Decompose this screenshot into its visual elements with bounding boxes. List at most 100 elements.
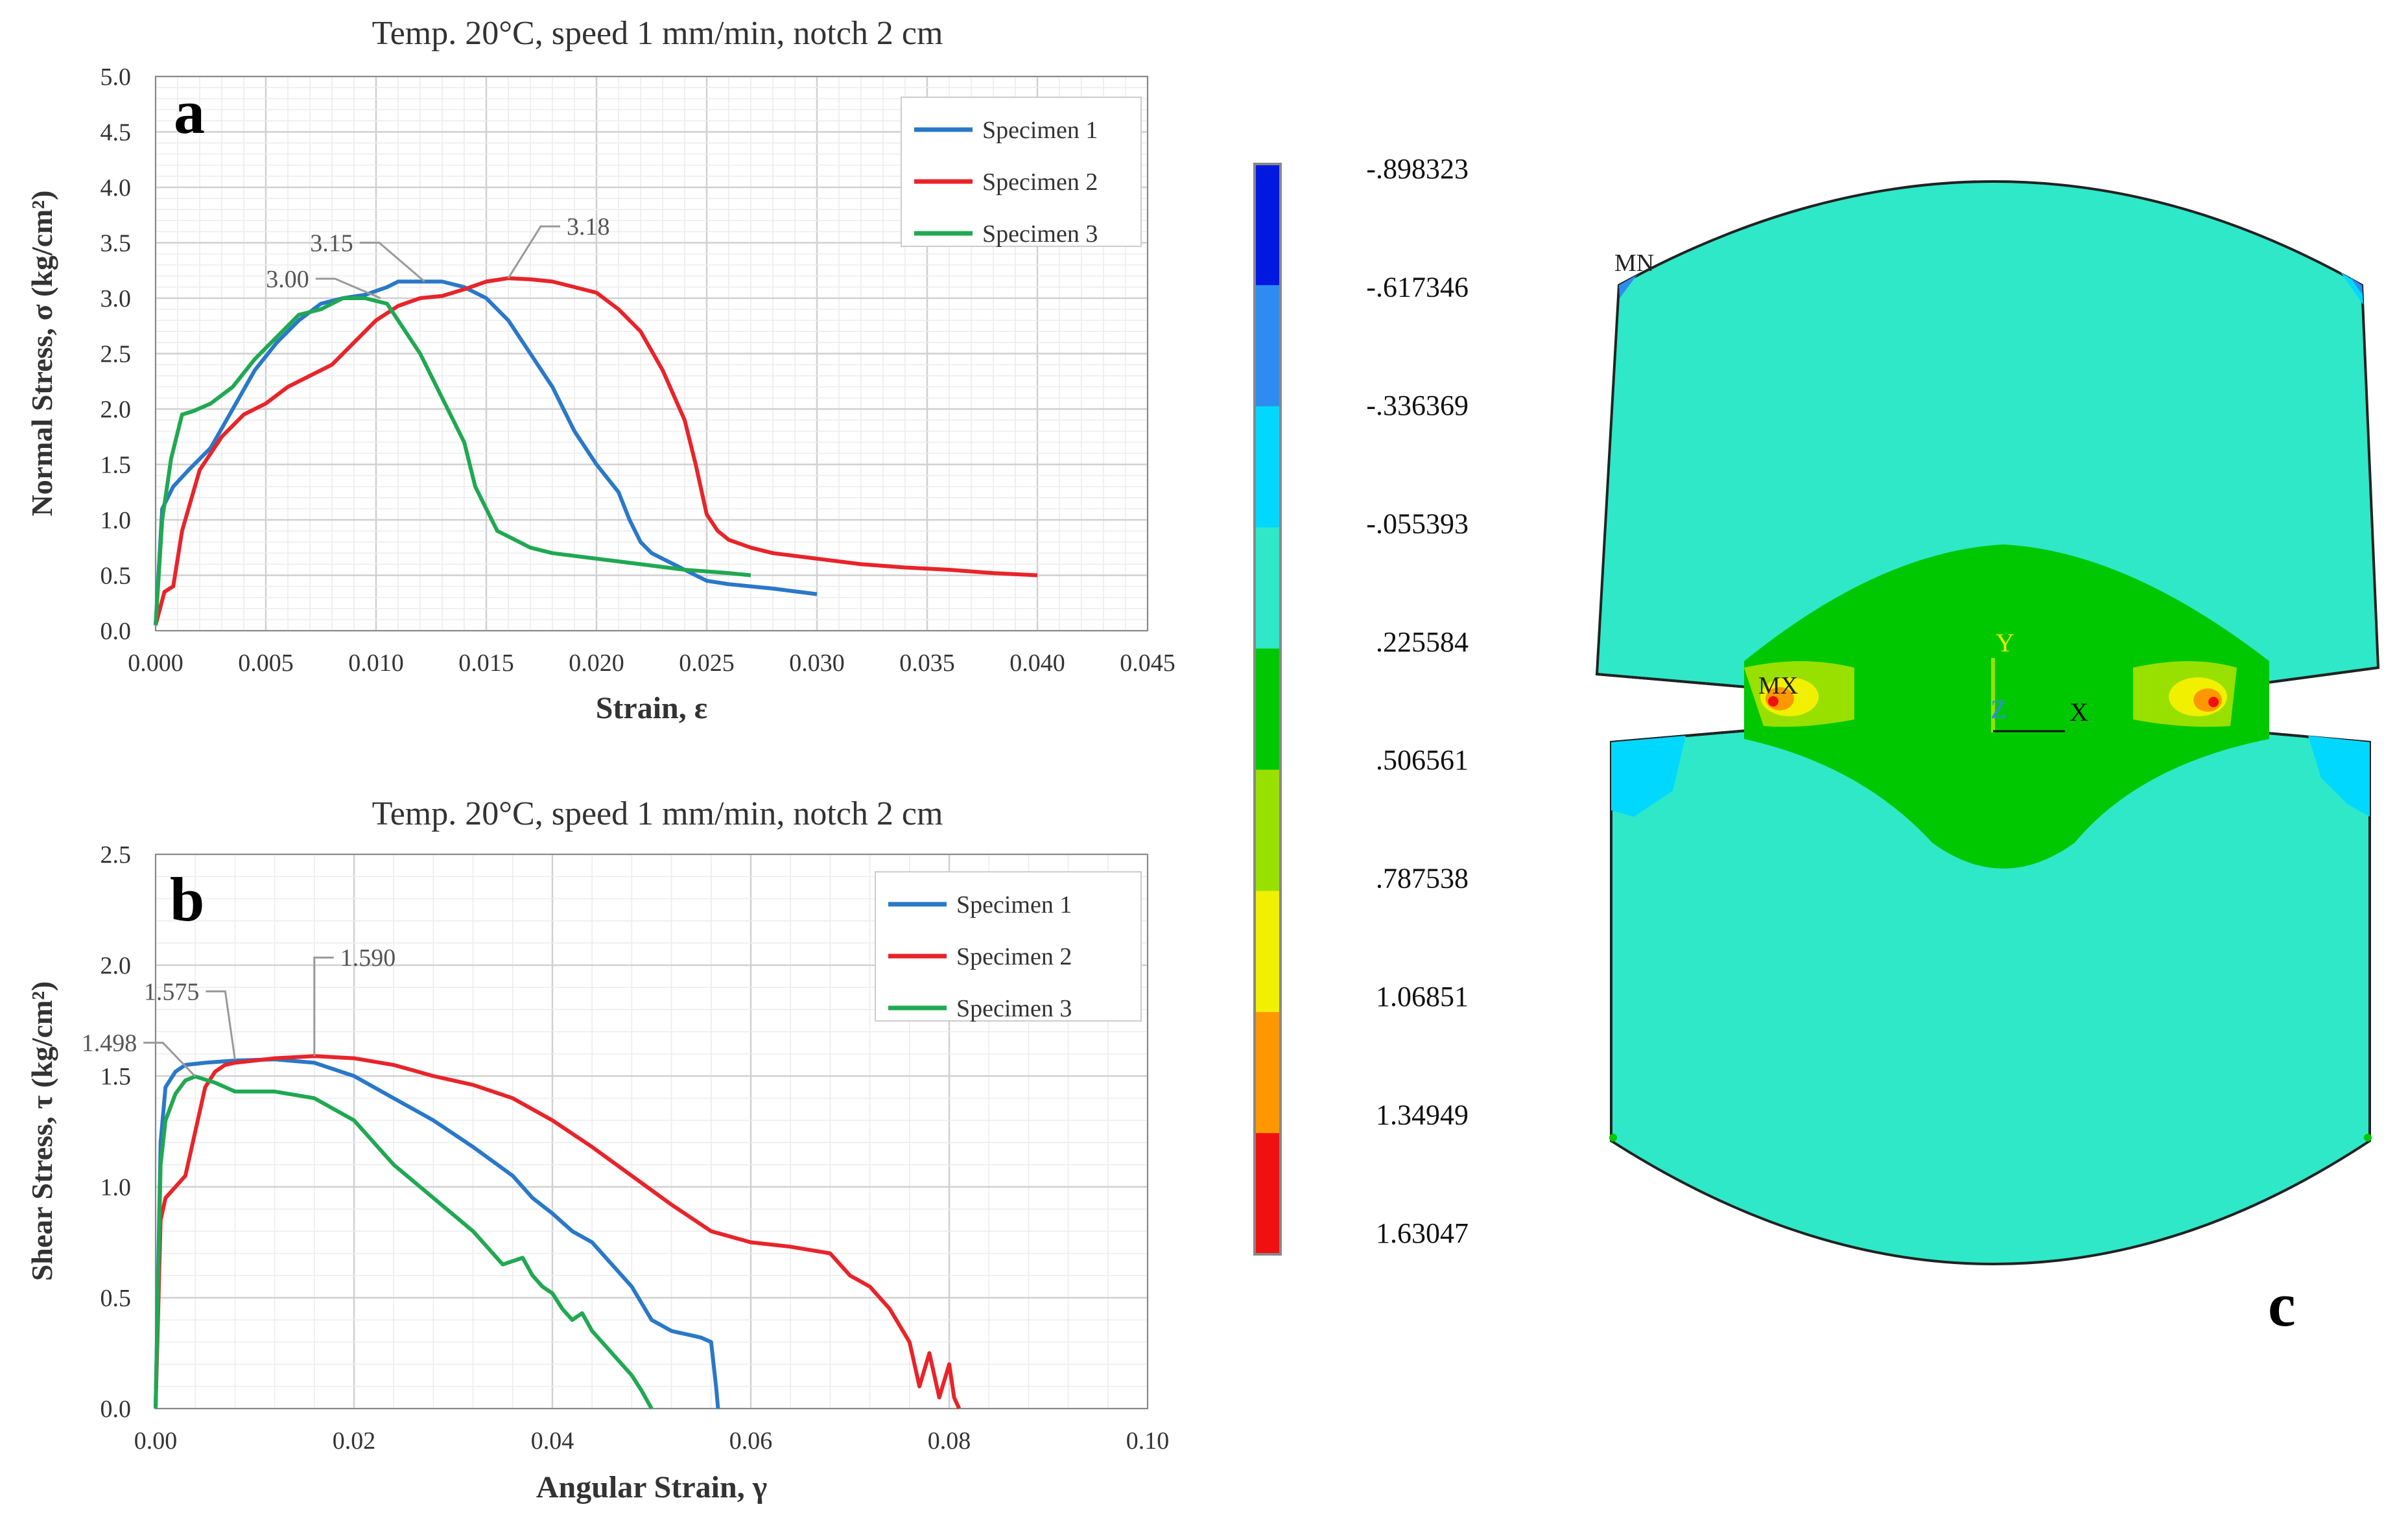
annotation-leader bbox=[359, 241, 425, 283]
series-line-specimen-1 bbox=[154, 279, 818, 626]
annotation-leader bbox=[206, 990, 236, 1060]
min-label: MN bbox=[1614, 250, 1654, 277]
legend-entry: Specimen 1 bbox=[956, 891, 1072, 919]
y-tick-label: 2.5 bbox=[100, 841, 132, 869]
annotation-label: 3.18 bbox=[567, 213, 610, 240]
panel-a-legend: Specimen 1 Specimen 2 Specimen 3 bbox=[901, 97, 1142, 248]
colorbar-cell bbox=[1255, 164, 1281, 286]
panel-a-plot-border bbox=[155, 76, 1148, 631]
x-tick-label: 0.010 bbox=[348, 650, 404, 677]
contour-blue-top-right bbox=[2350, 277, 2363, 295]
y-tick-label: 3.5 bbox=[100, 230, 132, 257]
y-tick-label: 0.0 bbox=[100, 1396, 132, 1423]
lower-specimen-body bbox=[1610, 728, 2371, 1265]
contour-red-left bbox=[1768, 696, 1778, 707]
colorbar-border bbox=[1253, 163, 1282, 1256]
colorbar-cell bbox=[1255, 648, 1281, 770]
annotation-label: 3.15 bbox=[310, 229, 353, 257]
x-tick-label: 0.06 bbox=[729, 1427, 773, 1455]
x-tick-label: 0.030 bbox=[789, 650, 845, 677]
x-tick-label: 0.045 bbox=[1120, 650, 1175, 677]
legend-entry: Specimen 3 bbox=[982, 220, 1098, 248]
panel-b-y-axis-label: Shear Stress, τ (kg/cm²) bbox=[25, 981, 58, 1282]
series-line-specimen-2 bbox=[154, 276, 1038, 626]
annotation-label: 3.00 bbox=[266, 266, 309, 293]
contour-cyan-lower-left bbox=[1611, 736, 1686, 817]
panel-a-series bbox=[154, 276, 1038, 626]
y-tick-label: 1.5 bbox=[100, 452, 132, 479]
colorbar-cell bbox=[1255, 527, 1281, 650]
annotation-label: 1.590 bbox=[340, 944, 396, 972]
panel-c-letter: c bbox=[2268, 1270, 2296, 1339]
colorbar-label: 1.34949 bbox=[1376, 1099, 1469, 1131]
colorbar-cell bbox=[1255, 406, 1281, 528]
panel-b-chart: Temp. 20°C, speed 1 mm/min, notch 2 cm 0… bbox=[25, 795, 1169, 1504]
y-tick-label: 4.0 bbox=[100, 174, 132, 202]
x-tick-label: 0.000 bbox=[128, 650, 183, 677]
x-tick-label: 0.040 bbox=[1009, 650, 1065, 677]
panel-b-series bbox=[154, 1054, 962, 1410]
contour-blue-top-left bbox=[1619, 275, 1637, 298]
panel-a-x-axis-label: Strain, ε bbox=[596, 691, 708, 725]
x-tick-label: 0.02 bbox=[333, 1427, 376, 1455]
legend-entry: Specimen 2 bbox=[956, 943, 1072, 970]
annotation-leader bbox=[313, 956, 334, 1057]
annotation-leader bbox=[143, 1042, 196, 1077]
x-tick-label: 0.08 bbox=[928, 1427, 971, 1455]
y-tick-label: 2.0 bbox=[100, 396, 132, 423]
series-line-specimen-3 bbox=[154, 296, 751, 626]
colorbar-cell bbox=[1255, 769, 1281, 891]
panel-b-legend: Specimen 1 Specimen 2 Specimen 3 bbox=[875, 871, 1142, 1022]
annotation-label: 1.575 bbox=[144, 978, 200, 1005]
legend-entry: Specimen 2 bbox=[982, 169, 1098, 196]
panel-a-x-tick-labels: 0.000 0.005 0.010 0.015 0.020 0.025 0.030 0.035… bbox=[128, 650, 1175, 677]
legend-box bbox=[875, 871, 1142, 1022]
x-tick-label: 0.00 bbox=[134, 1427, 178, 1455]
colorbar-labels: -.898323 -.617346 -.336369 -.055393 .225584.… bbox=[1366, 153, 1469, 1249]
panel-b-x-axis-label: Angular Strain, γ bbox=[536, 1470, 767, 1504]
panel-b-x-tick-labels: 0.00 0.02 0.04 0.06 0.08 0.10 bbox=[134, 1427, 1170, 1455]
colorbar-label: .225584 bbox=[1376, 626, 1469, 658]
panel-a-y-axis-label: Normal Stress, σ (kg/cm²) bbox=[25, 191, 58, 517]
legend-entry: Specimen 1 bbox=[982, 117, 1098, 144]
contour-colorbar: -.898323 -.617346 -.336369 -.055393 .225584.… bbox=[1253, 153, 1469, 1256]
x-tick-label: 0.025 bbox=[679, 650, 735, 677]
axis-z-label: Z bbox=[1990, 695, 2006, 724]
colorbar-label: .506561 bbox=[1376, 744, 1469, 776]
panel-b-letter: b bbox=[170, 865, 204, 934]
contour-green-corner-left bbox=[1609, 1134, 1617, 1142]
colorbar-label: 1.06851 bbox=[1376, 981, 1469, 1013]
x-tick-label: 0.015 bbox=[458, 650, 514, 677]
y-tick-label: 2.5 bbox=[100, 341, 132, 368]
y-tick-label: 2.0 bbox=[100, 952, 132, 979]
y-tick-label: 5.0 bbox=[100, 64, 132, 91]
legend-entry: Specimen 3 bbox=[956, 995, 1072, 1022]
x-tick-label: 0.035 bbox=[899, 650, 955, 677]
y-tick-label: 0.5 bbox=[100, 1285, 132, 1312]
colorbar-cells bbox=[1255, 164, 1281, 1255]
contour-green-zone bbox=[1744, 544, 2269, 869]
series-line-specimen-1 bbox=[154, 1057, 720, 1409]
x-tick-label: 0.04 bbox=[531, 1427, 574, 1455]
colorbar-cell bbox=[1255, 891, 1281, 1013]
panel-a-letter: a bbox=[174, 77, 205, 146]
contour-cyan-top-right bbox=[2341, 272, 2363, 305]
max-label: MX bbox=[1758, 672, 1798, 699]
panel-a-title: Temp. 20°C, speed 1 mm/min, notch 2 cm bbox=[372, 15, 943, 52]
colorbar-label: .787538 bbox=[1376, 863, 1469, 895]
annotation-leader bbox=[507, 225, 560, 279]
y-tick-label: 3.0 bbox=[100, 285, 132, 312]
x-tick-label: 0.020 bbox=[569, 650, 624, 677]
panel-b-title: Temp. 20°C, speed 1 mm/min, notch 2 cm bbox=[372, 795, 943, 832]
colorbar-label: -.055393 bbox=[1366, 508, 1469, 539]
colorbar-label: -.617346 bbox=[1366, 271, 1469, 303]
axis-y-label: Y bbox=[1996, 628, 2014, 657]
y-tick-label: 1.0 bbox=[100, 1174, 132, 1201]
y-tick-label: 4.5 bbox=[100, 119, 132, 146]
x-tick-label: 0.10 bbox=[1126, 1427, 1170, 1455]
contour-green-corner-right bbox=[2364, 1134, 2372, 1142]
colorbar-label: -.898323 bbox=[1366, 153, 1469, 185]
y-tick-label: 1.0 bbox=[100, 507, 132, 534]
contour-red-right bbox=[2208, 697, 2219, 707]
